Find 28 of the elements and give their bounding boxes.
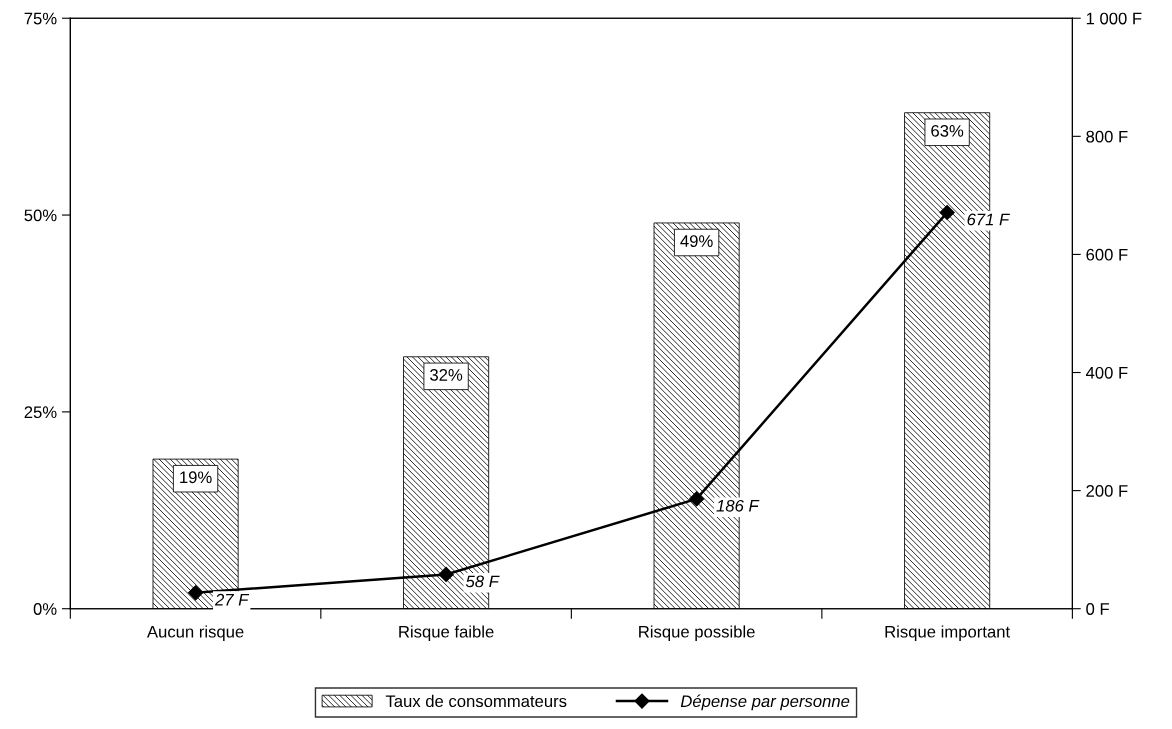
data-label: 63% [931,124,964,137]
data-label: 27 F [214,593,250,606]
y-tick-label: 75% [24,12,57,25]
legend-label: Taux de consommateurs [385,694,567,708]
y2-tick-label: 200 F [1086,485,1128,497]
legend-label: Dépense par personne [680,694,850,711]
data-label: 19% [180,471,212,484]
y-tick-label: 25% [24,406,57,419]
data-label: 671 F [967,213,1010,226]
x-tick-label: Aucun risque [146,625,244,641]
point [438,566,454,583]
y2-tick-label: 600 F [1086,248,1128,261]
y-tick-label: 50% [24,209,57,222]
x-tick-label: Risque important [885,625,1010,641]
x-tick-label: Risque faible [399,625,494,641]
data-label: 32% [430,369,463,381]
point [188,585,204,601]
y-tick-label: 0% [33,603,57,615]
x-tick-label: Risque possible [639,625,755,641]
y2-tick-label: 0 F [1086,603,1109,615]
y2-tick-label: 1 000 F [1086,12,1142,25]
data-label: 58 F [465,575,500,588]
point [689,491,705,507]
point [939,204,955,221]
y2-tick-label: 400 F [1085,366,1128,379]
y2-tick-label: 800 F [1086,130,1128,143]
data-label: 186 F [716,499,760,512]
data-label: 49% [680,235,713,247]
